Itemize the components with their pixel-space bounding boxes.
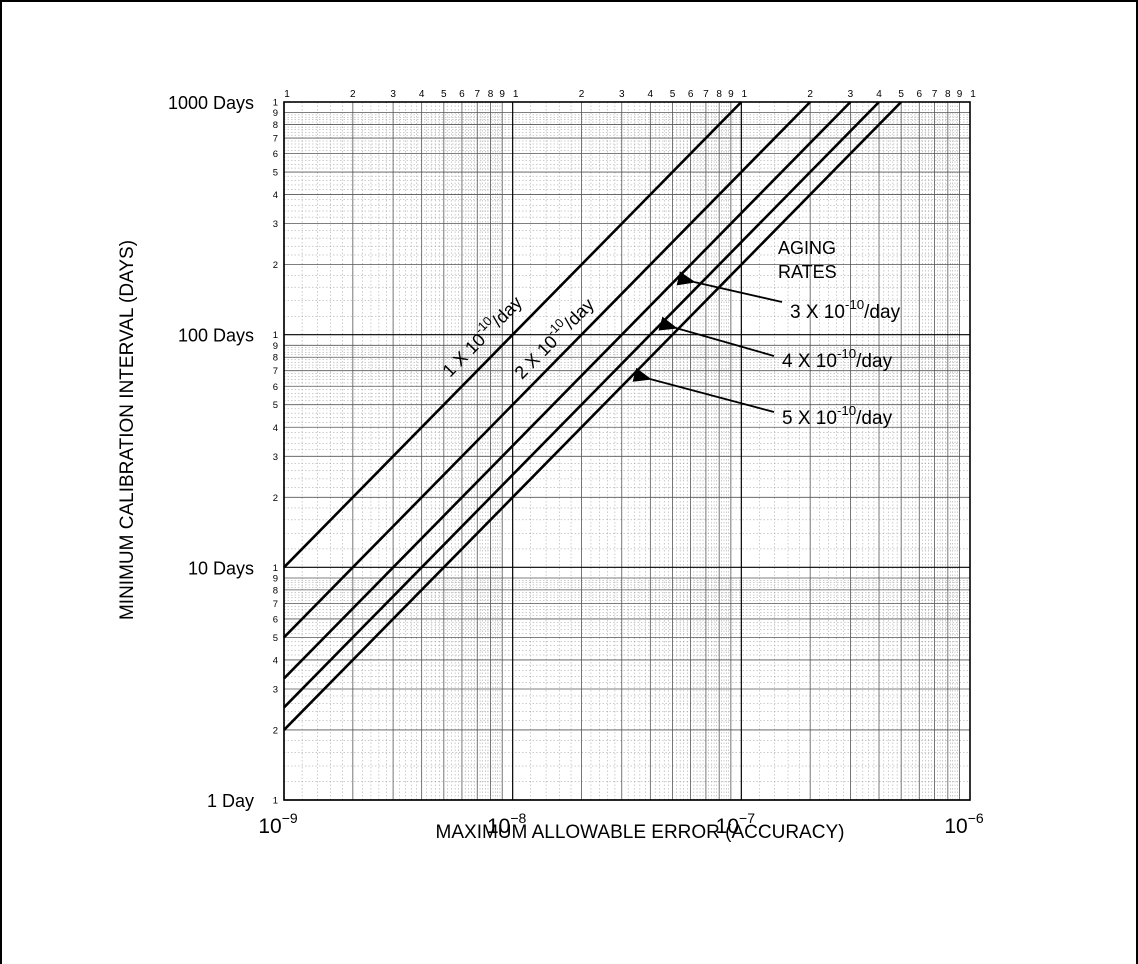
top-cycle-label: 6	[688, 89, 694, 100]
top-cycle-label: 9	[957, 89, 963, 100]
left-cycle-label: 6	[273, 149, 278, 160]
top-cycle-label: 1	[742, 89, 748, 100]
top-cycle-label: 7	[703, 89, 709, 100]
left-cycle-label: 8	[273, 353, 278, 364]
left-cycle-label: 1	[273, 796, 278, 807]
top-cycle-label: 5	[670, 89, 676, 100]
left-cycle-label: 6	[273, 382, 278, 393]
left-cycle-label: 7	[273, 599, 278, 610]
annotation-arrow	[658, 316, 775, 357]
minor-grid	[284, 102, 970, 800]
series-label: 5 X 10-10/day	[782, 403, 893, 429]
y-tick-label: 10 Days	[188, 558, 254, 578]
top-cycle-label: 3	[390, 89, 396, 100]
top-cycle-label: 2	[350, 89, 356, 100]
plot-area-border	[283, 101, 971, 801]
top-cycle-label: 5	[441, 89, 447, 100]
legend-title: RATES	[778, 262, 837, 282]
left-cycle-label: 8	[273, 120, 278, 131]
left-cycle-label: 1	[273, 98, 278, 109]
left-cycle-label: 6	[273, 614, 278, 625]
x-tick-label: 10−7	[716, 810, 756, 838]
top-cycle-label: 3	[619, 89, 625, 100]
top-cycle-label: 1	[284, 89, 290, 100]
aging-rate-lines	[283, 101, 903, 731]
top-cycle-label: 8	[945, 89, 951, 100]
left-cycle-label: 1	[273, 563, 278, 574]
series-line	[283, 101, 812, 639]
left-cycle-label: 4	[273, 190, 278, 201]
left-cycle-label: 3	[273, 684, 278, 695]
series-line	[283, 101, 852, 680]
left-cycle-label: 9	[273, 341, 278, 352]
top-cycle-label: 8	[716, 89, 722, 100]
x-axis-title: MAXIMUM ALLOWABLE ERROR (ACCURACY)	[436, 822, 845, 843]
annotation-arrow	[632, 367, 775, 413]
series-label: 3 X 10-10/day	[790, 297, 901, 323]
left-cycle-label: 3	[273, 219, 278, 230]
top-cycle-label: 1	[513, 89, 519, 100]
x-tick-label: 10−9	[258, 810, 298, 838]
y-tick-labels: 1 Day 10 Days 100 Days 1000 Days	[168, 93, 254, 811]
left-cycle-label: 9	[273, 573, 278, 584]
x-tick-labels: 10−9 10−8 10−7 10−6	[258, 810, 984, 838]
top-cycle-label: 6	[916, 89, 922, 100]
y-axis-title: MINIMUM CALIBRATION INTERVAL (DAYS)	[117, 240, 138, 620]
top-cycle-label: 2	[579, 89, 585, 100]
left-cycle-label: 1	[273, 330, 278, 341]
top-cycle-label: 4	[648, 89, 654, 100]
y-tick-label: 100 Days	[178, 326, 254, 346]
left-cycle-label: 5	[273, 633, 278, 644]
series-line	[283, 101, 743, 569]
left-cycle-label: 8	[273, 585, 278, 596]
top-cycle-label: 2	[807, 89, 813, 100]
y-tick-label: 1000 Days	[168, 93, 254, 113]
left-cycle-label: 2	[273, 493, 278, 504]
left-cycle-label: 7	[273, 366, 278, 377]
top-cycle-label: 1	[970, 89, 976, 100]
legend-title: AGING	[778, 238, 836, 258]
left-cycle-label: 4	[273, 655, 278, 666]
left-cycle-label: 5	[273, 168, 278, 179]
top-cycle-label: 6	[459, 89, 465, 100]
left-cycle-label: 3	[273, 452, 278, 463]
major-grid	[283, 102, 970, 801]
mid-grid	[284, 102, 970, 800]
top-cycle-label: 3	[848, 89, 854, 100]
series-line	[283, 101, 880, 709]
top-cycle-label: 9	[499, 89, 505, 100]
left-cycle-label: 7	[273, 134, 278, 145]
top-cycle-label: 7	[474, 89, 480, 100]
annotation-arrow	[676, 271, 783, 303]
x-tick-label: 10−6	[944, 810, 984, 838]
left-cycle-label: 2	[273, 725, 278, 736]
top-cycle-label: 7	[932, 89, 938, 100]
left-cycle-label: 9	[273, 108, 278, 119]
left-cycle-label: 4	[273, 423, 278, 434]
left-cycle-label: 2	[273, 260, 278, 271]
top-cycle-label: 8	[488, 89, 494, 100]
x-tick-label: 10−8	[487, 810, 527, 838]
series-label: 4 X 10-10/day	[782, 346, 893, 372]
top-cycle-label: 4	[419, 89, 425, 100]
top-cycle-label: 9	[728, 89, 734, 100]
left-cycle-label: 5	[273, 400, 278, 411]
series-line	[283, 101, 903, 731]
y-tick-label: 1 Day	[207, 791, 254, 811]
top-cycle-label: 5	[898, 89, 904, 100]
top-cycle-label: 4	[876, 89, 882, 100]
